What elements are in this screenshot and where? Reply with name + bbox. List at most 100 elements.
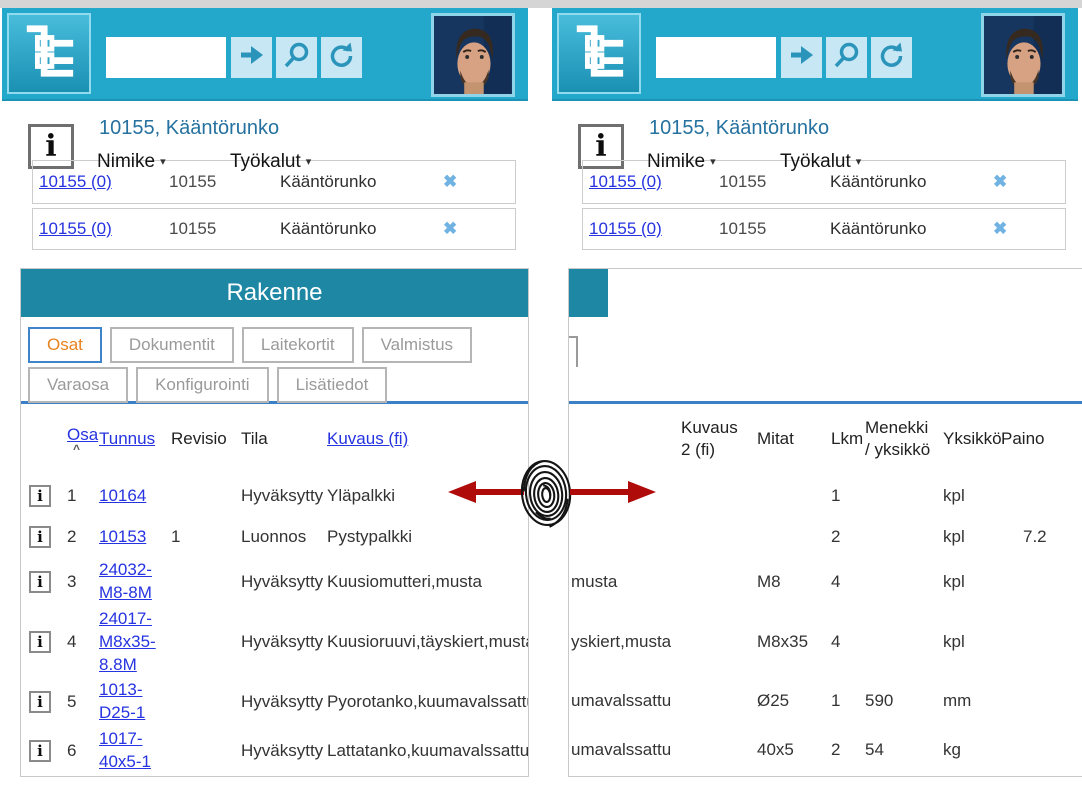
column-header-tunnus[interactable]: Tunnus [99,428,156,448]
panel-right: i 10155, Kääntörunko Nimike ▾ Työkalut ▾ 1… [552,8,1082,786]
column-header-paino: Paino [1001,429,1045,448]
search-input[interactable] [656,37,776,78]
column-header-revisio: Revisio [171,429,227,448]
swipe-right-arrow-line [570,489,628,495]
part-link[interactable]: 10164 [99,485,147,505]
divider [569,401,1082,404]
go-button[interactable] [781,37,822,78]
part-link[interactable]: 1013-D25-1 [99,679,146,722]
tab-valmistus[interactable]: Valmistus [361,327,473,363]
column-header-osa[interactable]: Osa ^ [67,425,99,456]
menu-label: Työkalut [230,151,301,172]
refresh-icon [328,42,355,74]
parts-table-header: Osa ^ Tunnus Revisio Tila Kuvaus (fi) [21,404,528,474]
cell-kuvaus-tail: musta [571,572,618,591]
close-icon[interactable]: ✖ [993,172,1008,191]
row-info-icon[interactable]: i [29,526,51,548]
item-link[interactable]: 10155 (0) [39,219,112,238]
cell-tunnus: 24032-M8-8M [99,559,167,605]
search-button[interactable] [276,37,317,78]
menu-item-tyokalut[interactable]: Työkalut ▾ [780,151,861,173]
search-input[interactable] [106,37,226,78]
info-icon[interactable]: i [28,124,74,169]
parts-table-row: yskiert,musta M8x35 4 kpl [569,608,1082,676]
tab-laitekortit[interactable]: Laitekortit [241,327,354,363]
go-button[interactable] [231,37,272,78]
info-icon[interactable]: i [578,124,624,169]
item-link[interactable]: 10155 (0) [589,172,662,191]
item-link[interactable]: 10155 (0) [589,219,662,238]
cell-tila: Luonnos [241,527,307,546]
cell-paino: 7.2 [1023,527,1047,546]
structure-tree-button[interactable] [557,13,641,94]
tab-dokumentit[interactable]: Dokumentit [109,327,234,363]
parts-table-row: i 4 24017-M8x35-8.8M Hyväksytty Kuusioru… [21,608,528,677]
parts-table-row: umavalssattu 40x5 2 54 kg [569,726,1082,774]
row-info-icon[interactable]: i [29,631,51,654]
user-avatar[interactable] [431,13,515,97]
cell-paino [1001,486,1082,506]
search-button[interactable] [826,37,867,78]
structure-card: Rakenne Osat Dokumentit Laitekortit Valmist… [20,268,529,777]
menu-label: Työkalut [780,151,851,172]
cell-lkm: 2 [831,527,841,546]
cell-kuvaus: Kuusioruuvi,täyskiert,musta [327,632,528,652]
close-icon[interactable]: ✖ [443,219,458,238]
close-icon[interactable]: ✖ [443,172,458,191]
cell-menekki: 54 [865,739,884,759]
item-code: 10155 [169,219,217,238]
item-name: Kääntörunko [280,172,377,191]
item-link[interactable]: 10155 (0) [39,172,112,191]
column-header-kuvaus[interactable]: Kuvaus (fi) [327,429,409,448]
item-title: 10155, Kääntörunko [649,117,830,139]
refresh-button[interactable] [871,37,912,78]
panel-left: i 10155, Kääntörunko Nimike ▾ Työkalut ▾ 1… [2,8,529,786]
row-info-icon[interactable]: i [29,571,51,593]
cell-menekki: 590 [865,690,894,710]
structure-tree-button[interactable] [7,13,91,94]
parts-table-header: Kuvaus 2 (fi) Mitat Lkm Menekki / yksikk… [569,404,1082,474]
part-link[interactable]: 1017-40x5-1 [99,728,151,771]
cell-tunnus: 10153 [99,526,167,549]
part-link[interactable]: 24017-M8x35-8.8M [99,609,156,674]
info-glyph: i [37,573,43,591]
cell-mitat: 40x5 [757,740,794,759]
info-glyph: i [37,528,43,546]
row-info-icon[interactable]: i [29,485,51,507]
row-info-icon[interactable]: i [29,690,51,713]
cell-paino [1001,691,1082,711]
column-header-mitat: Mitat [757,429,794,448]
cell-yksikko: mm [943,691,972,710]
refresh-button[interactable] [321,37,362,78]
menu-item-nimike[interactable]: Nimike ▾ [97,151,166,173]
part-link[interactable]: 24032-M8-8M [99,560,152,602]
menu-item-tyokalut[interactable]: Työkalut ▾ [230,151,311,173]
cell-osa: 3 [67,572,77,591]
cell-tila: Hyväksytty [241,691,324,711]
item-name: Kääntörunko [280,219,377,238]
cell-kuvaus: Pystypalkki [327,527,413,546]
swipe-left-arrow-line [474,489,524,495]
cell-yksikko: kpl [943,486,965,505]
cell-kuvaus-tail: yskiert,musta [571,632,672,651]
parts-table-row: i 1 10164 Hyväksytty Yläpalkki [21,474,528,518]
cell-yksikko: kg [943,740,961,759]
tab-lisatiedot[interactable]: Lisätiedot [276,367,388,403]
refresh-icon [878,42,905,74]
tab-osat[interactable]: Osat [28,327,102,363]
row-info-icon[interactable]: i [29,739,51,762]
close-icon[interactable]: ✖ [993,219,1008,238]
card-title-remnant [569,269,608,317]
menu-item-nimike[interactable]: Nimike ▾ [647,151,716,173]
part-link[interactable]: 10153 [99,526,147,546]
tab-konfigurointi[interactable]: Konfigurointi [136,367,269,403]
tab-varaosa[interactable]: Varaosa [28,367,129,403]
menu-label: Nimike [647,151,706,172]
swipe-left-arrow-icon [448,481,476,503]
column-header-lkm: Lkm [831,429,864,448]
user-avatar[interactable] [981,13,1065,97]
search-result-row: 10155 (0) 10155 Kääntörunko ✖ [32,160,516,204]
cell-paino [1001,632,1082,652]
item-name: Kääntörunko [830,172,927,191]
search-result-row: 10155 (0) 10155 Kääntörunko ✖ [582,160,1066,204]
